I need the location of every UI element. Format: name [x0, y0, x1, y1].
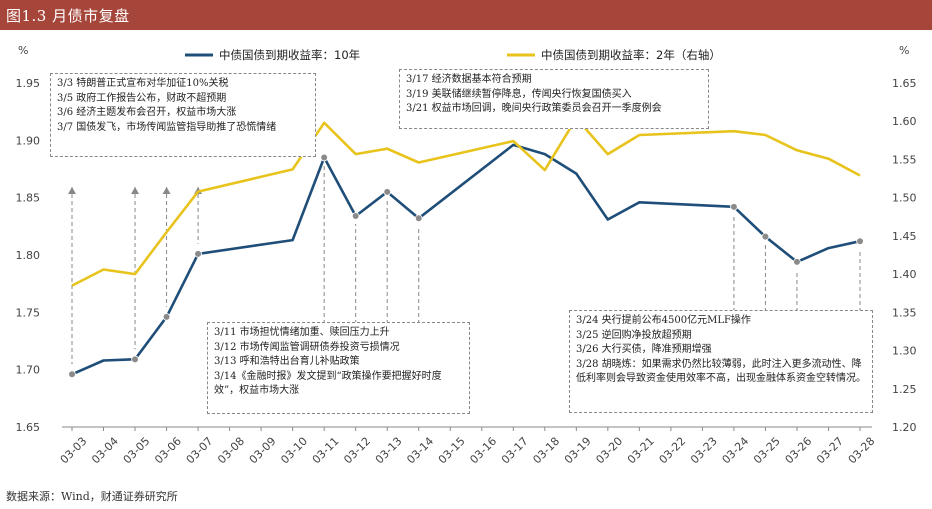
x-tick-label: 03-27	[814, 435, 846, 467]
annotation-box-second-week: 3/11 市场担忧情绪加重、赎回压力上升 3/12 市场传闻监管调研债券投资亏损情…	[207, 322, 470, 414]
annotation-box-early-march: 3/3 特朗普正式宣布对华加征10%关税 3/5 政府工作报告公布，财政不超预期 3…	[50, 73, 316, 157]
x-tick-label: 03-24	[720, 435, 752, 467]
annotation-line: 3/11 市场担忧情绪加重、赎回压力上升	[214, 327, 390, 338]
x-tick-label: 03-08	[215, 435, 247, 467]
x-tick-label: 03-16	[467, 435, 499, 467]
annotation-arrow-head	[131, 187, 140, 194]
x-tick-label: 03-26	[783, 435, 815, 467]
annotation-point	[761, 232, 770, 241]
x-tick-label: 03-10	[278, 435, 310, 467]
x-tick-label: 03-17	[499, 435, 531, 467]
y-left-tick-label: 1.95	[16, 77, 41, 90]
figure-title: 图1.3 月债市复盘	[6, 7, 130, 25]
y-right-tick-label: 1.30	[892, 345, 917, 358]
x-tick-label: 03-09	[247, 435, 279, 467]
annotation-arrow-head	[162, 187, 171, 194]
data-source: 数据来源：Wind，财通证券研究所	[6, 490, 178, 503]
annotation-point	[162, 313, 171, 321]
chart-legend: 中债国债到期收益率：10年 中债国债到期收益率：2年（右轴）	[185, 48, 721, 62]
y-left-tick-label: 1.65	[16, 421, 41, 434]
y-right-tick-label: 1.45	[892, 230, 917, 243]
annotation-line: 3/19 美联储继续暂停降息，传闻央行恢复国债买入	[406, 88, 632, 100]
series-line-10y	[71, 143, 861, 376]
y-left-unit: %	[18, 44, 28, 57]
annotation-point	[414, 214, 423, 223]
legend-label: 中债国债到期收益率：10年	[219, 48, 360, 62]
annotation-point	[68, 370, 76, 379]
annotation-point	[383, 188, 392, 196]
x-tick-label: 03-20	[593, 435, 625, 467]
annotation-line: 3/21 权益市场回调，晚间央行政策委员会召开一季度例会	[406, 103, 662, 114]
x-tick-label: 03-19	[562, 435, 594, 467]
annotation-points	[68, 153, 864, 379]
x-tick-label: 03-03	[58, 435, 90, 467]
x-tick-label: 03-15	[436, 435, 468, 467]
annotation-line: 3/28 胡晓炼：如果需求仍然比较薄弱，此时注入更多流动性、降低利率则会导致资金…	[576, 358, 866, 385]
x-tick-label: 03-05	[121, 435, 153, 467]
annotation-point	[730, 203, 738, 211]
annotation-line: 3/25 逆回购净投放超预期	[576, 329, 692, 341]
bond-yield-chart: 1.65 1.70 1.75 1.80 1.85 1.90 1.95 1.20 1.25 1.30…	[16, 44, 917, 467]
annotation-point	[793, 258, 801, 266]
annotation-box-late-march: 3/24 央行提前公布4500亿元MLF操作 3/25 逆回购净投放超预期 3/26…	[569, 310, 873, 413]
y-left-tick-label: 1.85	[16, 192, 41, 205]
x-tick-label: 03-13	[373, 435, 405, 467]
annotation-point	[131, 355, 139, 364]
series-lines	[71, 116, 861, 376]
annotation-point	[856, 237, 864, 246]
series-line-2y	[71, 116, 861, 287]
y-right-tick-label: 1.20	[892, 421, 917, 434]
y-left-tick-label: 1.90	[16, 134, 41, 147]
y-right-tick-label: 1.25	[892, 383, 917, 396]
annotation-line: 3/6 经济主题发布会召开，权益市场大涨	[57, 107, 237, 118]
x-tick-label: 03-06	[152, 435, 184, 467]
y-right-tick-label: 1.65	[892, 77, 917, 90]
y-left-tick-label: 1.75	[16, 306, 41, 319]
x-tick-label: 03-07	[184, 435, 216, 467]
annotation-point	[320, 153, 328, 162]
annotation-line: 3/14《金融时报》发文提到“政策操作要把握好时度效”，权益市场大涨	[214, 370, 442, 397]
annotation-arrow-head	[68, 187, 76, 194]
x-tick-label: 03-21	[625, 435, 657, 467]
figure-header: 图1.3 月债市复盘	[0, 0, 932, 30]
y-right-tick-label: 1.60	[892, 115, 917, 128]
annotation-point	[194, 250, 202, 258]
y-left-tick-label: 1.80	[16, 249, 41, 262]
annotation-line: 3/12 市场传闻监管调研债券投资亏损情况	[214, 341, 400, 353]
annotation-line: 3/3 特朗普正式宣布对华加征10%关税	[57, 78, 229, 89]
y-right-tick-label: 1.35	[892, 306, 917, 319]
annotation-line: 3/24 央行提前公布4500亿元MLF操作	[576, 315, 751, 326]
x-tick-label: 03-22	[657, 435, 689, 467]
annotation-point	[351, 212, 360, 220]
x-tick-label: 03-28	[846, 435, 878, 467]
x-tick-label: 03-23	[688, 435, 720, 467]
x-tick-label: 03-25	[751, 435, 783, 467]
annotation-line: 3/17 经济数据基本符合预期	[406, 74, 532, 85]
x-tick-label: 03-04	[89, 435, 121, 467]
annotation-line: 3/7 国债发飞，市场传闻监管指导助推了恐慌情绪	[57, 121, 277, 133]
y-right-tick-label: 1.40	[892, 268, 917, 281]
y-right-unit: %	[899, 44, 909, 57]
x-tick-label: 03-11	[310, 435, 342, 467]
annotation-line: 3/13 呼和浩特出台育儿补贴政策	[214, 356, 360, 367]
annotation-line: 3/5 政府工作报告公布，财政不超预期	[57, 92, 227, 104]
y-right-tick-label: 1.50	[892, 192, 917, 205]
x-tick-label: 03-14	[404, 435, 436, 467]
annotation-box-mid-march: 3/17 经济数据基本符合预期 3/19 美联储继续暂停降息，传闻央行恢复国债买入…	[399, 69, 709, 129]
legend-label: 中债国债到期收益率：2年（右轴）	[541, 48, 721, 62]
annotation-line: 3/26 大行买债，降准预期增强	[576, 344, 712, 355]
y-left-tick-label: 1.70	[16, 364, 41, 377]
x-tick-label: 03-18	[530, 435, 562, 467]
y-right-tick-label: 1.55	[892, 153, 917, 166]
x-tick-label: 03-12	[341, 435, 373, 467]
